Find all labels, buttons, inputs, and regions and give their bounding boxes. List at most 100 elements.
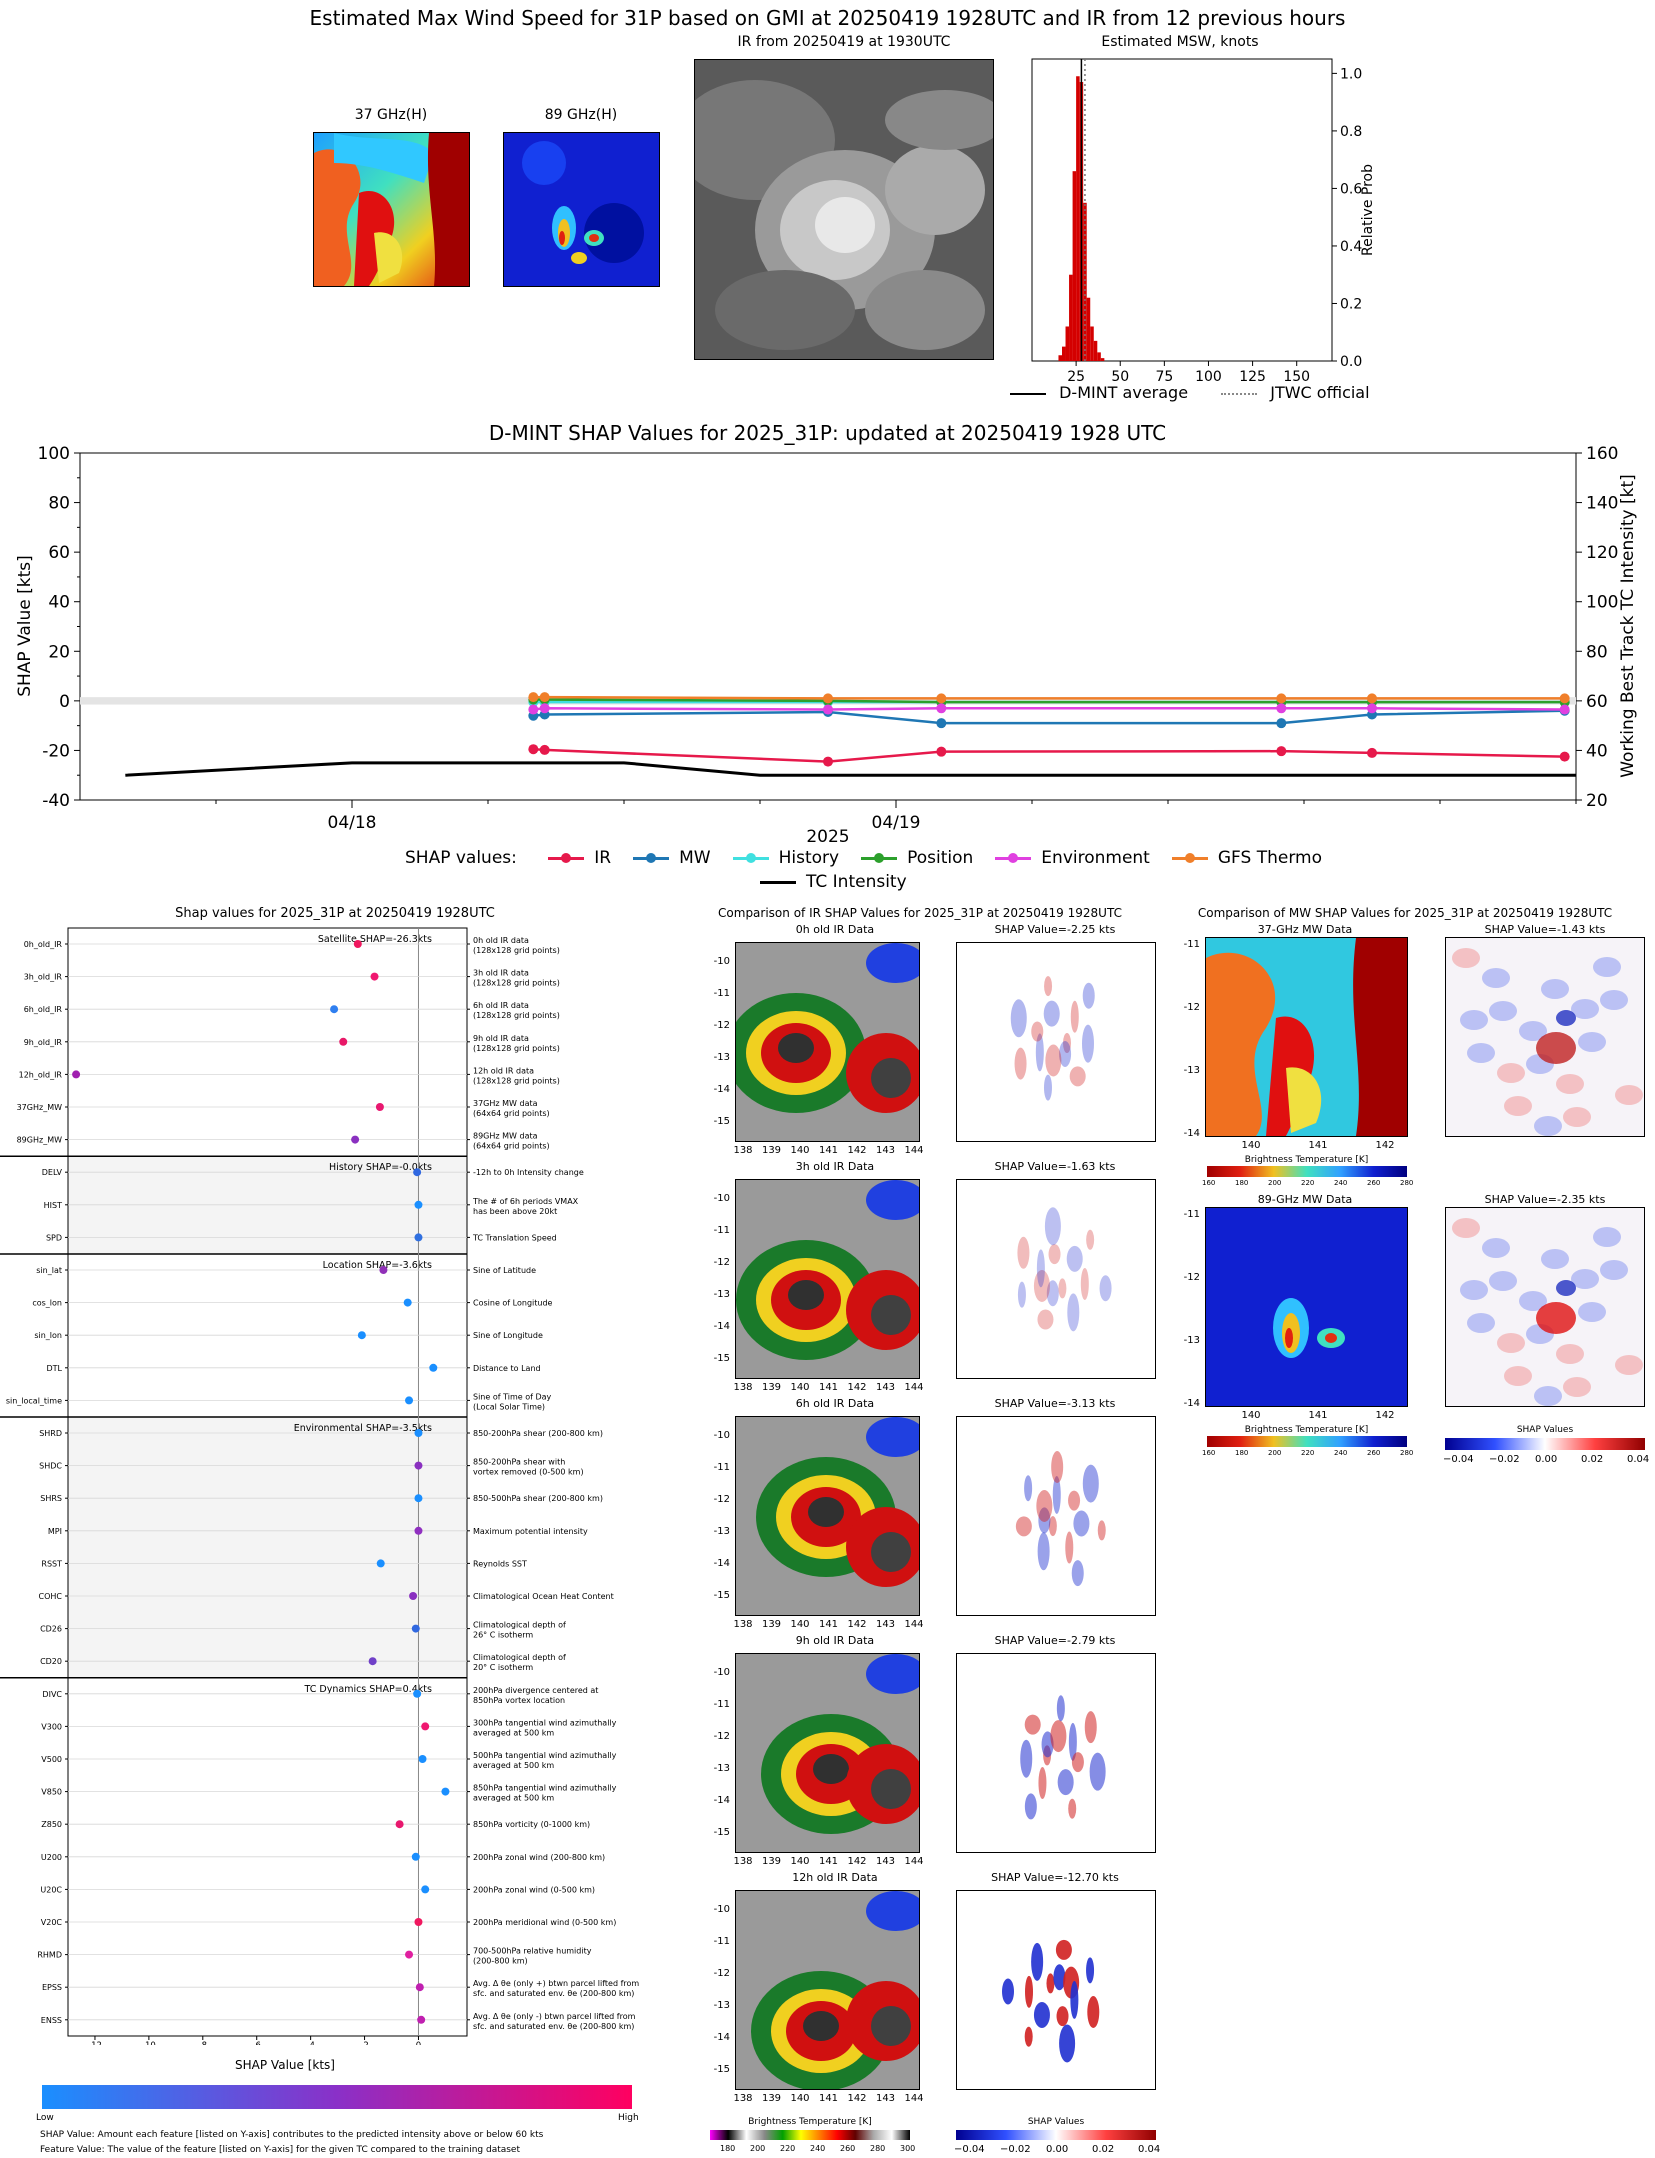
msw-ytick-label: 0.4 xyxy=(1340,239,1362,255)
ir-row-label: 9h old IR Data xyxy=(795,1634,875,1647)
ir-shap-map-3 xyxy=(956,1653,1156,1853)
mw-lat-tick: -11 xyxy=(1183,1209,1200,1220)
legend-item-environment: Environment xyxy=(995,848,1150,868)
mw-bt-tick: 220 xyxy=(1301,1449,1315,1457)
ir-lon-tick: 138 xyxy=(733,1145,753,1156)
msw-xtick-label: 100 xyxy=(1195,369,1222,385)
ir-lon-tick: 140 xyxy=(790,1145,810,1156)
ir-row-label: 6h old IR Data xyxy=(795,1397,875,1410)
feature-name: DELV xyxy=(42,1168,63,1177)
ir-bt-tick: 240 xyxy=(810,2144,826,2153)
feature-point xyxy=(351,1135,360,1144)
legend-dmint-swatch xyxy=(1010,392,1046,395)
ir-row-label: 3h old IR Data xyxy=(795,1160,875,1173)
mw-lon-tick: 140 xyxy=(1241,1410,1261,1421)
mw-shap-map-1 xyxy=(1445,1207,1645,1407)
ir-bt-tick: 300 xyxy=(900,2144,916,2153)
legend-marker xyxy=(745,852,756,863)
feature-point xyxy=(72,1070,81,1079)
ir-lat-tick: -12 xyxy=(713,1257,730,1268)
feature-name: MPI xyxy=(48,1527,62,1536)
ir-shap-blob xyxy=(1070,1980,1079,2019)
feature-desc: -12h to 0h Intensity change xyxy=(473,1168,584,1177)
feature-name: RHMD xyxy=(37,1951,62,1960)
ir-bt-colorbar-label: Brightness Temperature [K] xyxy=(748,2117,872,2127)
mw89-heatmap xyxy=(504,133,659,286)
ir-shap-heatmap xyxy=(1010,976,1095,1101)
ir-lat-tick: -10 xyxy=(713,956,730,967)
ir-cloud xyxy=(866,1417,919,1457)
feature-desc-2: 26° C isotherm xyxy=(473,1631,533,1640)
mw-shap-blob xyxy=(1534,1386,1562,1406)
msw-ylabel: Relative Prob xyxy=(1360,164,1376,256)
ir-shap-blob xyxy=(1036,1249,1045,1288)
msw-legend: D-MINT average JTWC official xyxy=(1010,383,1370,402)
ir-shap-blob xyxy=(1056,1695,1065,1722)
mw-shap-tick: 0.00 xyxy=(1535,1454,1558,1465)
ir-image xyxy=(694,59,994,360)
ir-shap-blob xyxy=(1038,1767,1047,1800)
feature-point xyxy=(421,1885,430,1894)
ir-shap-blob xyxy=(1052,1476,1061,1515)
ir-bt-tick: 220 xyxy=(780,2144,796,2153)
ir-shap-blob xyxy=(1037,1309,1054,1330)
x-tick-label: 0 xyxy=(416,2041,421,2045)
series-point-mw xyxy=(1276,718,1287,729)
legend-label: History xyxy=(778,848,840,868)
shap-panel-xlabel: SHAP Value [kts] xyxy=(235,2058,335,2072)
ir-row-shap-value: SHAP Value=-2.25 kts xyxy=(994,923,1116,936)
right-tick-label: 40 xyxy=(1586,741,1608,761)
series-line-ir xyxy=(533,747,1565,763)
mw-shap-blob xyxy=(1556,1280,1576,1296)
feature-name: 89GHz_MW xyxy=(17,1136,62,1145)
mw-shap-blob xyxy=(1497,1333,1525,1353)
msw-bar xyxy=(1086,297,1091,361)
mw-bt-colorbar xyxy=(1207,1436,1407,1447)
feature-desc-2: (128x128 grid points) xyxy=(473,1076,560,1085)
ir-shap-blob xyxy=(1033,2001,1050,2028)
legend-swatch xyxy=(548,852,585,863)
legend-item-ir: IR xyxy=(548,848,611,868)
ir-shap-blob xyxy=(1057,1769,1074,1796)
ir-shap-blob xyxy=(1089,1752,1106,1791)
ir-lat-tick: -15 xyxy=(713,1353,730,1364)
feature-name: 9h_old_IR xyxy=(24,1038,63,1047)
mw-shap-blob xyxy=(1571,999,1599,1019)
ir-shap-blob xyxy=(1059,1040,1072,1067)
ir-lon-tick: 143 xyxy=(875,1382,896,1393)
ir-lon-tick: 138 xyxy=(733,1382,753,1393)
mw-shap-colorbar-label: SHAP Values xyxy=(1516,1425,1574,1435)
mw-shap-tick: −0.02 xyxy=(1489,1454,1520,1465)
feature-point xyxy=(429,1363,438,1372)
ir-shap-blob xyxy=(1081,1024,1094,1063)
series-point-environment xyxy=(528,704,539,715)
feature-point xyxy=(441,1787,450,1796)
mw-bt-colorbar-label: Brightness Temperature [K] xyxy=(1244,1155,1369,1165)
feature-desc: The # of 6h periods VMAX xyxy=(472,1197,579,1206)
mw-bg xyxy=(1206,1208,1407,1406)
feature-name: V20C xyxy=(41,1918,63,1927)
series-line-mw xyxy=(533,709,1565,725)
shap-feature-groups: Satellite SHAP=-26.3kts History SHAP=-0.0… xyxy=(0,928,467,2037)
mw-row-shap-value: SHAP Value=-2.35 kts xyxy=(1484,1193,1606,1206)
ir-shap-blob xyxy=(1048,1516,1057,1537)
msw-bar xyxy=(1083,202,1087,361)
ir-shap-blob xyxy=(1015,1516,1032,1537)
ir-lat-tick: -10 xyxy=(713,1193,730,1204)
feature-desc: 850-200hPa shear with xyxy=(473,1458,565,1467)
ir-lon-tick: 142 xyxy=(847,1382,867,1393)
series-line-gfs-thermo xyxy=(533,695,1565,700)
mw-bt-colorbar-label: Brightness Temperature [K] xyxy=(1244,1425,1369,1435)
right-tick-label: 100 xyxy=(1586,593,1618,613)
legend-tc-swatch xyxy=(760,880,796,884)
feature-desc: Climatological Ocean Heat Content xyxy=(473,1592,614,1601)
feature-point xyxy=(414,1918,423,1926)
right-tick-label: 80 xyxy=(1586,642,1608,662)
shap-note-2: Feature Value: The value of the feature … xyxy=(40,2145,521,2155)
ir-shap-blob xyxy=(1099,1275,1112,1302)
ir-lat-tick: -13 xyxy=(713,1526,730,1537)
ir-lon-tick: 143 xyxy=(875,2093,896,2104)
mw-shap-tick: 0.04 xyxy=(1627,1454,1650,1465)
feature-point xyxy=(414,1233,423,1242)
feature-desc: Distance to Land xyxy=(473,1364,541,1373)
